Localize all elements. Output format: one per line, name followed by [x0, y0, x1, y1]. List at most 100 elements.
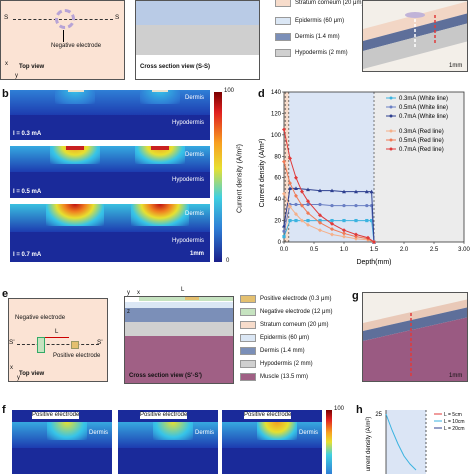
panel-letter-f: f: [2, 404, 6, 416]
data-point: [294, 175, 298, 180]
data-point: [300, 203, 304, 208]
x-tick-label: 0.0: [280, 247, 289, 253]
data-point: [318, 228, 322, 233]
data-point: [294, 202, 298, 207]
axis-y-label: y: [15, 73, 18, 79]
legend-label: L = 10cm: [444, 419, 465, 425]
data-point: [282, 235, 286, 239]
panel-g-3d-model: 1mm: [362, 292, 468, 382]
data-point: [306, 218, 310, 223]
data-point: [342, 234, 346, 239]
data-point: [342, 218, 346, 223]
axis-y-label-e: y: [17, 375, 20, 381]
scale-bar-g: 1mm: [449, 373, 463, 379]
top-view-panel-a: S S Negative electrode Top view x y: [0, 0, 125, 80]
heatmap-f-3: Positive electrode Dermis: [222, 410, 322, 474]
x-tick-label: 2.5: [430, 247, 439, 253]
data-point: [370, 218, 374, 223]
negative-electrode-label: Negative electrode: [51, 43, 102, 49]
data-point: [282, 127, 286, 132]
dermis-label-f: Dermis: [195, 430, 214, 436]
data-point: [288, 156, 292, 161]
electrode-ring-icon: [55, 9, 75, 29]
data-point: [330, 188, 334, 193]
data-point: [354, 189, 358, 194]
data-point: [342, 189, 346, 194]
data-point: [354, 232, 358, 237]
legend-marker: [389, 147, 393, 151]
colorbar-b: [214, 92, 222, 262]
data-point: [342, 228, 346, 233]
hypodermis-layer: [136, 25, 259, 55]
cross-section-panel: Cross section view (S-S): [135, 0, 260, 80]
legend-label: Negative electrode (12 μm): [260, 309, 333, 315]
axis-x-label-cross-e: x: [137, 290, 140, 296]
current-label: I = 0.5 mA: [13, 189, 42, 195]
region-epidermis: [284, 92, 289, 242]
y-tick-label: 120: [271, 111, 282, 117]
legend-swatch: [275, 49, 291, 57]
colorbar-f: [326, 410, 332, 474]
y-tick-label: 60: [274, 176, 281, 182]
legend-label: Dermis (1.4 mm): [260, 348, 305, 354]
data-point: [294, 193, 298, 198]
data-point: [342, 203, 346, 208]
legend-marker: [389, 138, 393, 142]
dermis-label-f: Dermis: [89, 430, 108, 436]
data-point: [365, 218, 369, 223]
heatmap-row-3: Dermis Hypodermis I = 0.7 mA 1mm: [10, 204, 210, 262]
current-label: I = 0.7 mA: [13, 252, 42, 258]
panel-letter-e: e: [2, 288, 9, 300]
colorbar-b-top: 100: [224, 88, 235, 94]
data-point: [294, 212, 298, 217]
data-point: [306, 202, 310, 207]
data-point: [300, 189, 304, 194]
legend-label: L = 5cm: [444, 412, 462, 418]
y-tick-label: 100: [271, 133, 282, 139]
data-point: [288, 186, 292, 191]
scale-bar-b: 1mm: [189, 251, 204, 257]
h-legend: L = 5cm L = 10cm L = 20cm: [434, 412, 465, 432]
y-tick-label: 0: [278, 240, 282, 246]
data-point: [294, 218, 298, 223]
heatmap-row-1: Dermis Hypodermis I = 0.3 mA: [10, 90, 210, 140]
layer-legend-e: Positive electrode (0.3 μm) Negative ele…: [240, 294, 350, 384]
legend-label: 0.7mA (Red line): [399, 147, 444, 153]
axis-x-label-e: x: [10, 365, 13, 371]
data-point: [288, 181, 292, 186]
y-tick-label: 20: [274, 219, 281, 225]
hypodermis-label: Hypodermis: [171, 120, 204, 126]
x-tick-label: 0.5: [310, 247, 319, 253]
panel-letter-g: g: [352, 290, 359, 302]
x-tick-label: 1.5: [370, 247, 379, 253]
top-view-label-e: Top view: [19, 371, 45, 377]
scale-bar-c: 1mm: [449, 63, 463, 69]
h-ylabel: urrent density (A/m²): [366, 417, 372, 472]
s-label-right: S: [115, 14, 120, 21]
legend-label: Hypodermis (2 mm): [295, 50, 348, 56]
y-tick-label: 140: [271, 90, 282, 96]
data-point: [294, 186, 298, 191]
data-point: [288, 218, 292, 223]
data-point: [318, 188, 322, 193]
data-point: [365, 203, 369, 208]
data-point: [330, 203, 334, 208]
y-axis-label: Current density (A/m²): [259, 139, 266, 208]
data-point: [282, 159, 286, 164]
legend-label: Stratum corneum (20 μm): [295, 0, 364, 6]
dermis-label: Dermis: [185, 95, 204, 101]
data-point: [282, 223, 286, 228]
data-point: [282, 191, 286, 196]
legend-label: Epidermis (60 μm): [295, 18, 345, 24]
negative-electrode-label-e: Negative electrode: [15, 315, 66, 321]
arrow-icon: [63, 30, 64, 42]
axis-x-label: x: [5, 61, 8, 67]
data-point: [342, 231, 346, 236]
legend-label: Dermis (1.4 mm): [295, 34, 340, 40]
panel-letter-h: h: [356, 404, 363, 416]
legend-label: 0.3mA (White line): [399, 96, 448, 102]
data-point: [306, 211, 310, 216]
dermis-label: Dermis: [185, 152, 204, 158]
y-tick-label: 40: [274, 197, 281, 203]
legend-label: Hypodermis (2 mm): [260, 361, 313, 367]
